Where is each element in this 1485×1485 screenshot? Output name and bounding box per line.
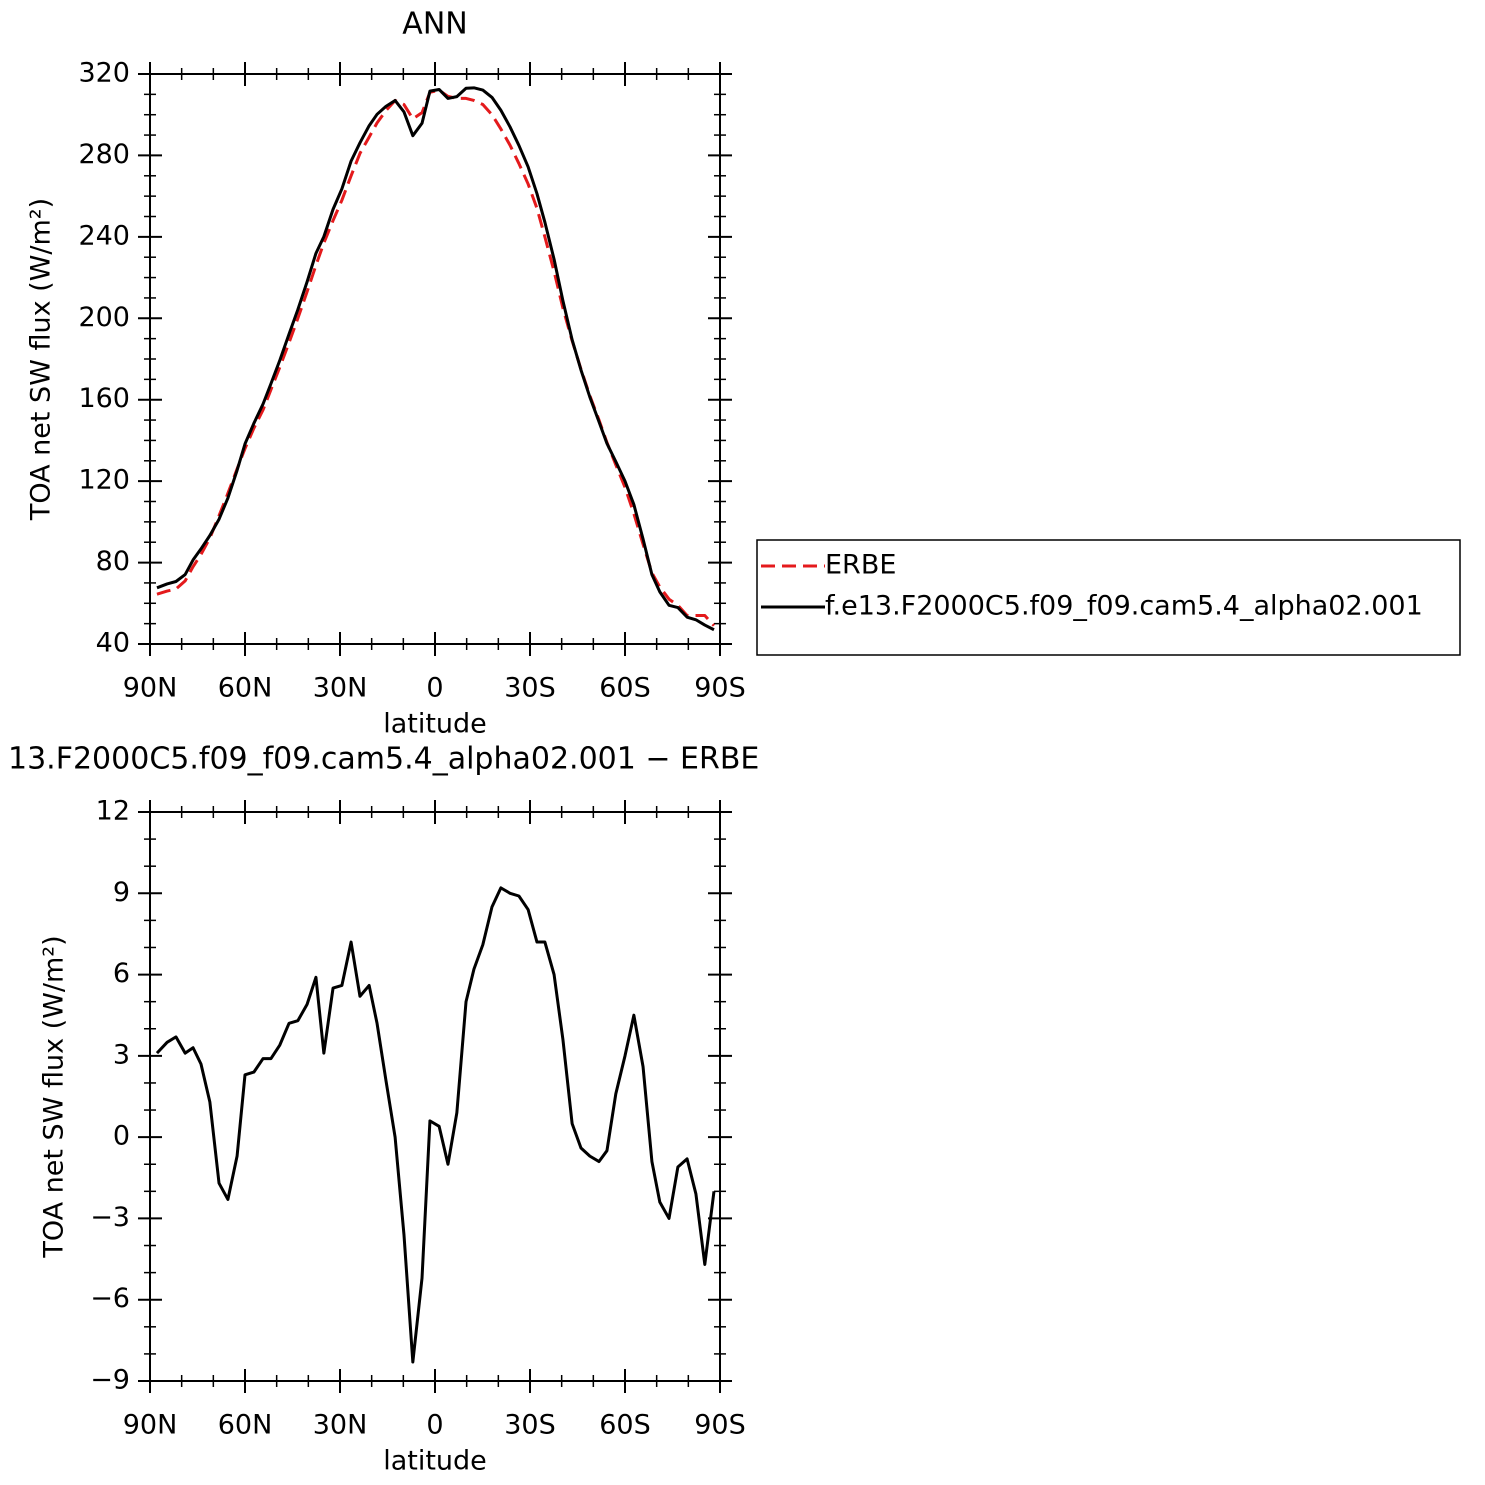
y-tick-label: −9: [90, 1365, 130, 1396]
y-tick-label: 160: [78, 383, 130, 414]
x-tick-label: 60S: [599, 673, 651, 704]
x-tick-label: 60N: [218, 673, 273, 704]
y-tick-label: 80: [96, 546, 130, 577]
series-line: [156, 88, 716, 627]
chart-title: ANN: [402, 7, 467, 42]
x-tick-label: 0: [426, 1410, 443, 1441]
legend-box: [756, 539, 1461, 656]
y-tick-label: 40: [96, 628, 130, 659]
legend-label: f.e13.F2000C5.f09_f09.cam5.4_alpha02.001: [825, 591, 1423, 622]
x-tick-label: 60S: [599, 1410, 651, 1441]
y-tick-label: 0: [113, 1121, 130, 1152]
y-tick-label: 320: [78, 58, 130, 89]
x-axis-label: latitude: [383, 709, 487, 740]
y-tick-label: 120: [78, 465, 130, 496]
x-tick-label: 30N: [313, 673, 368, 704]
x-tick-label: 30N: [313, 1410, 368, 1441]
y-tick-label: 200: [78, 302, 130, 333]
y-tick-label: 3: [113, 1039, 130, 1070]
series-line: [155, 886, 716, 1364]
x-tick-label: 90S: [694, 673, 746, 704]
y-tick-label: 12: [96, 796, 130, 827]
x-tick-label: 0: [426, 673, 443, 704]
plot-frame: [149, 811, 721, 1382]
y-tick-label: 6: [113, 958, 130, 989]
chart-title: 13.F2000C5.f09_f09.cam5.4_alpha02.001 − …: [8, 742, 759, 777]
y-axis-label: TOA net SW flux (W/m²): [39, 935, 70, 1258]
legend-label: ERBE: [825, 550, 896, 581]
y-axis-label: TOA net SW flux (W/m²): [26, 198, 57, 521]
y-tick-label: 9: [113, 877, 130, 908]
series-line: [156, 86, 715, 632]
x-tick-label: 90N: [123, 1410, 178, 1441]
y-tick-label: 240: [78, 220, 130, 251]
x-tick-label: 30S: [504, 673, 556, 704]
x-tick-label: 60N: [218, 1410, 273, 1441]
y-tick-label: −3: [90, 1202, 130, 1233]
x-tick-label: 30S: [504, 1410, 556, 1441]
plot-frame: [149, 73, 721, 645]
x-tick-label: 90S: [694, 1410, 746, 1441]
x-axis-label: latitude: [383, 1446, 487, 1477]
y-tick-label: 280: [78, 139, 130, 170]
x-tick-label: 90N: [123, 673, 178, 704]
y-tick-label: −6: [90, 1283, 130, 1314]
